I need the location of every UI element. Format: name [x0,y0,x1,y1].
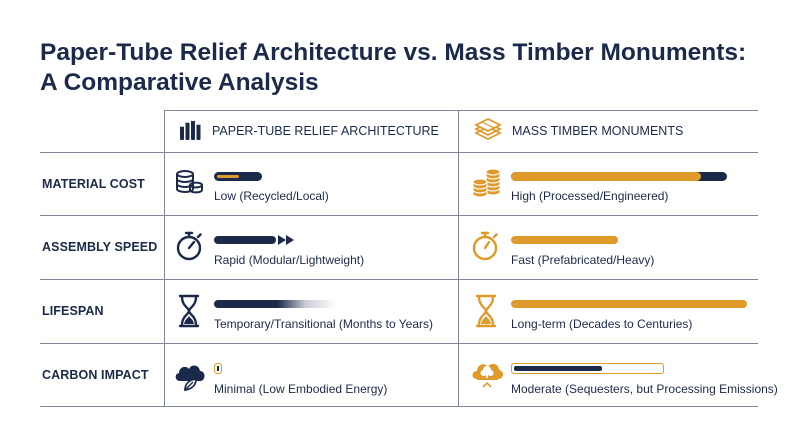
paper-carbon-text: Minimal (Low Embodied Energy) [214,382,388,396]
row-label-carbon-impact: CARBON IMPACT [42,368,149,382]
timber-cost-bar [511,172,727,181]
paper-tubes-icon [180,119,201,140]
row-label-lifespan: LIFESPAN [42,304,104,318]
hourglass-icon [178,294,200,328]
cloud-leaf-icon [175,365,205,392]
timber-cost-text: High (Processed/Engineered) [511,189,669,203]
title-line-2: A Comparative Analysis [40,69,319,96]
paper-cost-bar [214,172,262,181]
coins-icon [176,170,203,194]
row-divider [40,279,758,280]
timber-speed-text: Fast (Prefabricated/Heavy) [511,253,655,267]
table-bottom-rule [40,406,758,407]
coins-icon [472,168,501,198]
timber-carbon-bar-fill [513,365,602,371]
row-label-assembly-speed: ASSEMBLY SPEED [42,240,158,254]
page-title: Paper-Tube Relief Architecture vs. Mass … [40,38,780,98]
paper-cost-bar-fill [217,175,239,178]
paper-cost-text: Low (Recycled/Local) [214,189,329,203]
row-label-material-cost: MATERIAL COST [42,177,145,191]
column-divider [164,110,165,407]
paper-lifespan-bar [214,300,336,308]
paper-carbon-bar [214,363,222,374]
timber-carbon-bar [511,363,664,374]
timber-speed-bar [511,236,618,244]
row-divider [40,152,758,153]
timber-carbon-text: Moderate (Sequesters, but Processing Emi… [511,382,778,396]
row-divider [40,215,758,216]
paper-lifespan-text: Temporary/Transitional (Months to Years) [214,317,433,331]
column-divider [458,110,459,407]
timber-lifespan-bar [511,300,747,308]
stopwatch-icon [472,231,498,261]
column-header-timber: MASS TIMBER MONUMENTS [512,124,684,138]
cloud-tree-icon [472,363,504,388]
timber-stack-icon [474,117,502,141]
stopwatch-icon [176,231,202,261]
timber-cost-bar-fill [511,172,701,181]
paper-speed-text: Rapid (Modular/Lightweight) [214,253,365,267]
row-divider [40,343,758,344]
column-header-paper: PAPER-TUBE RELIEF ARCHITECTURE [212,124,439,138]
paper-speed-bar [214,236,276,244]
timber-lifespan-text: Long-term (Decades to Centuries) [511,317,693,331]
header-top-rule [165,110,758,111]
title-line-1: Paper-Tube Relief Architecture vs. Mass … [40,39,747,66]
hourglass-icon [475,294,497,328]
paper-carbon-bar-fill [216,365,219,371]
fast-forward-icon [278,235,294,245]
